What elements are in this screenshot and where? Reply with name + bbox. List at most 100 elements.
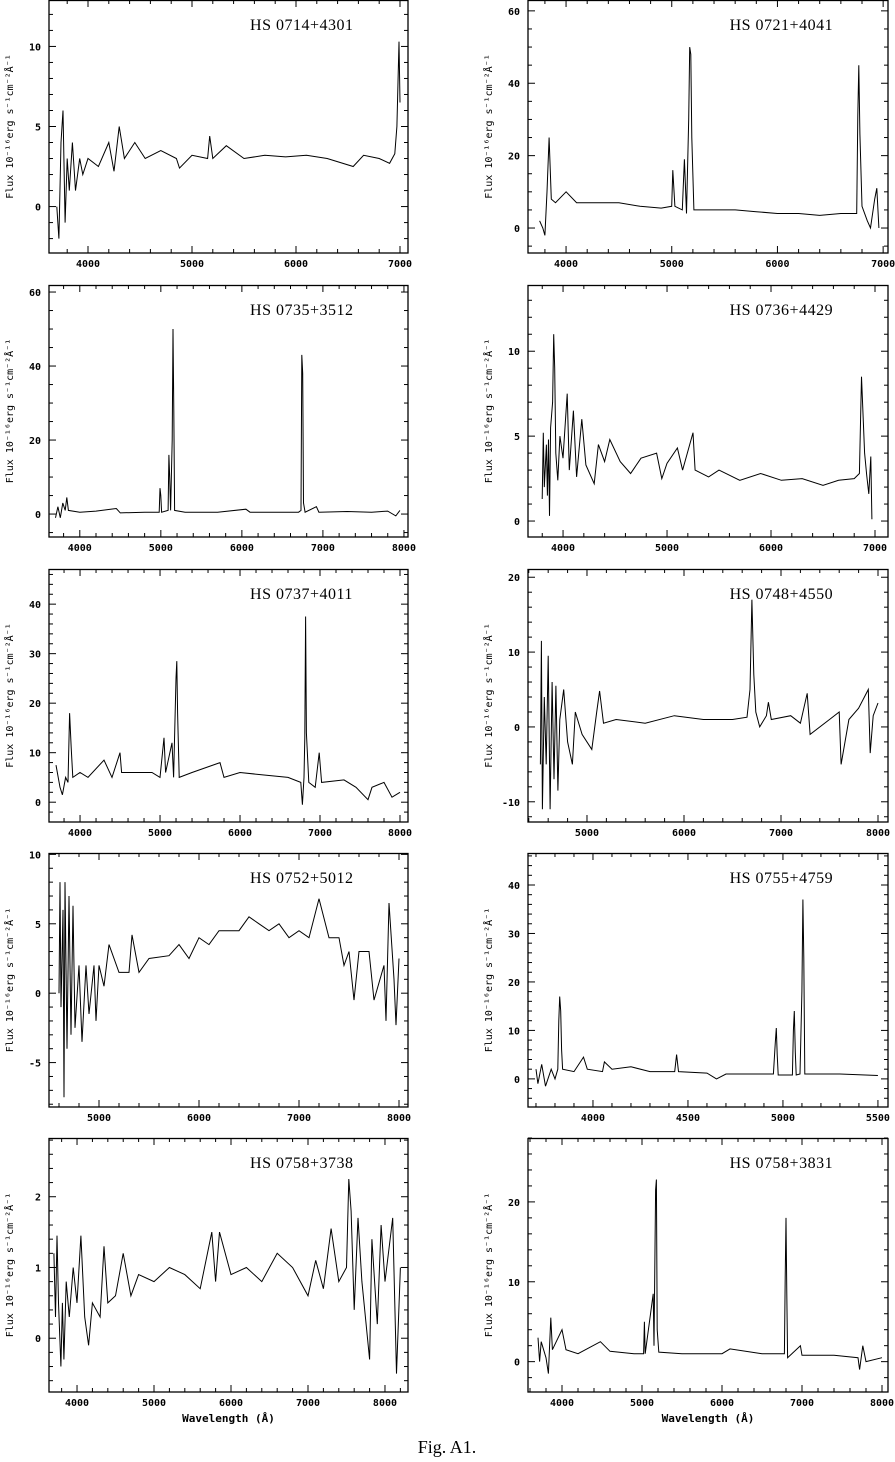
figure-caption: Fig. A1. <box>418 1437 477 1457</box>
spectrum-panel: 4000 5000 6000 7000 8000 0 10 20 30 40 Flux 10⁻¹⁶e… <box>3 568 412 839</box>
y-tick-label: 10 <box>29 42 41 53</box>
spectrum-panel: 4000 5000 6000 7000 0 5 10 Flux 10⁻¹⁶erg s⁻¹cm⁻… <box>3 0 412 270</box>
plot-frame <box>48 852 409 1108</box>
spectrum-line <box>537 1179 883 1374</box>
x-tick-label: 7000 <box>308 828 332 839</box>
x-tick-label: 4000 <box>551 543 575 554</box>
x-tick-label: 8000 <box>388 828 412 839</box>
y-tick-label: 40 <box>508 881 520 892</box>
y-axis-label: Flux 10⁻¹⁶erg s⁻¹cm⁻²Å⁻¹ <box>482 1193 495 1338</box>
panel-title: HS 0758+3831 <box>730 1155 833 1172</box>
y-tick-label: 40 <box>508 79 520 90</box>
x-tick-label: 4000 <box>68 828 92 839</box>
x-tick-label: 5000 <box>771 1113 795 1124</box>
y-tick-label: 10 <box>29 850 41 861</box>
spectrum-line <box>58 882 400 1098</box>
plot-frame <box>527 568 889 823</box>
spectrum-line <box>539 599 879 810</box>
x-tick-label: 8000 <box>392 543 416 554</box>
x-tick-label: 4000 <box>554 259 578 270</box>
x-tick-label: 7000 <box>863 543 887 554</box>
y-tick-label: 40 <box>29 362 41 373</box>
panel-title: HS 0758+3738 <box>250 1155 353 1172</box>
spectrum-line <box>56 41 401 239</box>
panel-title: HS 0735+3512 <box>250 302 353 319</box>
x-tick-label: 6000 <box>219 1398 243 1409</box>
plot-frame <box>48 0 409 254</box>
x-tick-label: 5000 <box>575 828 599 839</box>
y-axis-label: Flux 10⁻¹⁶erg s⁻¹cm⁻²Å⁻¹ <box>482 339 495 484</box>
y-axis-label: Flux 10⁻¹⁶erg s⁻¹cm⁻²Å⁻¹ <box>482 623 495 768</box>
spectrum-line <box>55 328 401 518</box>
plot-frame <box>527 284 889 538</box>
panel-title: HS 0737+4011 <box>250 586 353 603</box>
x-tick-label: 4000 <box>65 1398 89 1409</box>
x-tick-label: 8000 <box>387 1113 411 1124</box>
x-tick-label: 4000 <box>581 1113 605 1124</box>
y-tick-label: 10 <box>508 1278 520 1289</box>
panel-title: HS 0721+4041 <box>730 17 833 34</box>
y-axis-label: Flux 10⁻¹⁶erg s⁻¹cm⁻²Å⁻¹ <box>482 54 495 199</box>
spectrum-line <box>53 1178 401 1374</box>
y-tick-label: 5 <box>35 123 41 134</box>
y-axis-label: Flux 10⁻¹⁶erg s⁻¹cm⁻²Å⁻¹ <box>3 1193 16 1338</box>
x-tick-label: 7000 <box>296 1398 320 1409</box>
y-tick-label: 1 <box>35 1263 41 1274</box>
y-tick-label: 0 <box>35 1334 41 1345</box>
x-tick-label: 5000 <box>142 1398 166 1409</box>
y-tick-label: 30 <box>29 650 41 661</box>
x-tick-label: 7000 <box>388 259 412 270</box>
plot-frame <box>527 852 889 1108</box>
y-tick-label: 10 <box>508 648 520 659</box>
x-tick-label: 6000 <box>710 1398 734 1409</box>
spectrum-line <box>539 47 880 236</box>
x-tick-label: 4000 <box>76 259 100 270</box>
x-tick-label: 4000 <box>550 1398 574 1409</box>
spectrum-panel: 4000 5000 6000 7000 8000 0 10 20 Flux 10⁻¹⁶erg s… <box>482 1137 894 1425</box>
panel-title: HS 0752+5012 <box>250 870 353 887</box>
x-tick-label: 5000 <box>630 1398 654 1409</box>
y-tick-label: 60 <box>508 7 520 18</box>
y-tick-label: 5 <box>514 432 520 443</box>
y-tick-label: 0 <box>514 723 520 734</box>
y-tick-label: 30 <box>508 929 520 940</box>
y-tick-label: 20 <box>508 1198 520 1209</box>
x-tick-label: 7000 <box>790 1398 814 1409</box>
y-axis-label: Flux 10⁻¹⁶erg s⁻¹cm⁻²Å⁻¹ <box>3 54 16 199</box>
plot-frame <box>48 284 409 538</box>
x-tick-label: 5000 <box>180 259 204 270</box>
y-axis-label: Flux 10⁻¹⁶erg s⁻¹cm⁻²Å⁻¹ <box>3 908 16 1053</box>
spectrum-line <box>55 616 401 805</box>
x-tick-label: 5500 <box>866 1113 890 1124</box>
x-axis-label: Wavelength (Å) <box>662 1412 755 1425</box>
x-tick-label: 4000 <box>68 543 92 554</box>
x-tick-label: 8000 <box>866 828 890 839</box>
spectrum-line <box>535 899 878 1087</box>
spectrum-panel: 4000 4500 5000 5500 0 10 20 30 40 Flux 10⁻¹⁶erg s… <box>482 852 890 1124</box>
y-tick-label: 20 <box>508 573 520 584</box>
x-tick-label: 7000 <box>311 543 335 554</box>
y-axis-label: Flux 10⁻¹⁶erg s⁻¹cm⁻²Å⁻¹ <box>3 339 16 484</box>
x-tick-label: 5000 <box>655 543 679 554</box>
y-tick-label: 10 <box>508 1026 520 1037</box>
x-axis-label: Wavelength (Å) <box>182 1412 275 1425</box>
y-tick-label: 10 <box>29 749 41 760</box>
x-tick-label: 4500 <box>676 1113 700 1124</box>
y-tick-label: 5 <box>35 920 41 931</box>
plot-frame <box>48 568 409 823</box>
x-tick-label: 6000 <box>187 1113 211 1124</box>
y-tick-label: 20 <box>29 436 41 447</box>
y-tick-label: 20 <box>508 152 520 163</box>
panel-title: HS 0736+4429 <box>730 302 833 319</box>
panel-title: HS 0755+4759 <box>730 870 833 887</box>
y-tick-label: 0 <box>35 510 41 521</box>
y-tick-label: 0 <box>35 203 41 214</box>
y-tick-label: 60 <box>29 288 41 299</box>
y-tick-label: 10 <box>508 347 520 358</box>
panel-title: HS 0748+4550 <box>730 586 833 603</box>
x-tick-label: 6000 <box>759 543 783 554</box>
plot-frame <box>527 1137 889 1393</box>
x-tick-label: 7000 <box>769 828 793 839</box>
spectrum-panel: 4000 5000 6000 7000 0 20 40 60 Flux 10⁻¹⁶erg s⁻¹… <box>482 0 895 270</box>
